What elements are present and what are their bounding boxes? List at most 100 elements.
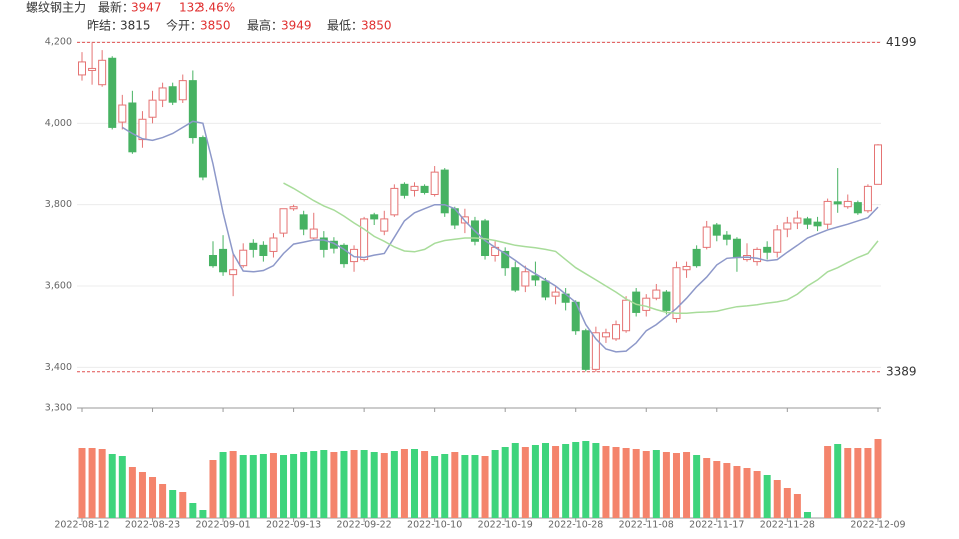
volume-bar xyxy=(189,503,197,518)
volume-bar xyxy=(421,451,429,518)
candle-body xyxy=(400,183,409,196)
candle-body xyxy=(652,289,661,299)
volume-bar xyxy=(844,448,852,518)
moving-average-line xyxy=(283,182,879,314)
volume-bar xyxy=(552,446,560,518)
prev-settle-label: 昨结： xyxy=(87,19,123,33)
volume-bar xyxy=(320,450,328,518)
candle-body xyxy=(773,229,782,253)
candle-body xyxy=(803,218,812,225)
candle-body xyxy=(712,224,721,236)
volume-bar xyxy=(138,472,146,518)
candle-body xyxy=(229,269,238,276)
volume-bar xyxy=(300,452,308,518)
candle-body xyxy=(168,86,177,103)
candle-body xyxy=(148,99,157,118)
y-tick-label: 3,600 xyxy=(45,281,72,292)
y-tick-label: 4,000 xyxy=(45,118,72,129)
volume-bar xyxy=(108,454,116,518)
prev-settle-value: 3815 xyxy=(120,19,151,33)
volume-bar xyxy=(118,456,126,518)
volume-bar xyxy=(834,444,842,518)
candle-body xyxy=(78,61,86,76)
candle-body xyxy=(833,201,842,205)
candle-body xyxy=(863,185,872,212)
candle-body xyxy=(581,330,590,370)
x-tick-label: 2022-09-01 xyxy=(195,520,250,531)
volume-bar xyxy=(783,488,791,518)
candle-body xyxy=(178,80,187,101)
candle-body xyxy=(702,226,711,248)
x-tick-label: 2022-10-19 xyxy=(478,520,533,531)
volume-bar xyxy=(582,441,590,518)
x-tick-label: 2022-09-13 xyxy=(266,520,321,531)
candle-body xyxy=(289,206,298,210)
candle-body xyxy=(410,185,419,191)
candle-body xyxy=(843,200,852,208)
high-value: 3949 xyxy=(281,19,312,33)
candle-body xyxy=(440,169,449,214)
volume-bar xyxy=(78,448,86,518)
candle-body xyxy=(98,59,107,86)
candle-body xyxy=(108,57,117,128)
candle-body xyxy=(249,242,258,250)
volume-bar xyxy=(179,492,187,518)
candle-body xyxy=(188,80,197,139)
volume-bar xyxy=(521,447,529,518)
candle-body xyxy=(339,244,348,265)
volume-bar xyxy=(703,458,711,518)
x-tick-label: 2022-12-09 xyxy=(850,520,905,531)
volume-bar xyxy=(652,450,660,518)
candle-body xyxy=(420,185,429,193)
candle-body xyxy=(682,265,691,271)
volume-bar xyxy=(481,456,489,518)
open-label: 今开： xyxy=(166,18,202,33)
volume-bar xyxy=(340,451,348,518)
x-tick-label: 2022-11-08 xyxy=(619,520,674,531)
candle-body xyxy=(259,244,268,256)
y-tick-label: 3,300 xyxy=(45,403,72,414)
volume-bar xyxy=(824,446,832,518)
volume-bar xyxy=(461,455,469,518)
candle-body xyxy=(531,275,540,281)
volume-bar xyxy=(803,512,811,518)
volume-bar xyxy=(602,446,610,518)
volume-bar xyxy=(380,453,388,518)
candle-body xyxy=(591,332,600,370)
volume-bar xyxy=(431,456,439,518)
candle-body xyxy=(158,87,167,101)
volume-bar xyxy=(511,443,519,518)
candle-body xyxy=(622,299,631,332)
candle-body xyxy=(853,202,862,214)
high-label: 最高： xyxy=(247,18,283,33)
volume-bar xyxy=(874,439,882,518)
volume-bar xyxy=(330,452,338,518)
candle-body xyxy=(501,250,510,269)
instrument-name: 螺纹钢主力 xyxy=(26,1,86,15)
volume-bar xyxy=(310,451,318,518)
candle-body xyxy=(763,246,772,253)
candle-body xyxy=(793,217,802,224)
volume-bar xyxy=(693,455,701,518)
volume-bar xyxy=(239,455,247,518)
volume-bar xyxy=(269,453,277,518)
volume-bar xyxy=(128,467,136,518)
candle-body xyxy=(269,237,278,252)
candle-body xyxy=(612,324,621,340)
candle-body xyxy=(88,67,97,71)
volume-bar xyxy=(451,452,459,518)
volume-bar xyxy=(743,468,751,518)
candle-body xyxy=(672,267,681,320)
volume-bar xyxy=(159,484,167,518)
moving-average-line xyxy=(121,120,879,353)
volume-bar xyxy=(723,463,731,518)
x-tick-label: 2022-08-23 xyxy=(125,520,180,531)
change-pct: 3.46% xyxy=(197,1,235,15)
volume-bar xyxy=(642,451,650,518)
volume-bar xyxy=(209,460,217,518)
change-value: 132 xyxy=(179,1,202,15)
candle-body xyxy=(299,214,308,230)
candle-body xyxy=(662,291,671,311)
candle-body xyxy=(692,248,701,267)
